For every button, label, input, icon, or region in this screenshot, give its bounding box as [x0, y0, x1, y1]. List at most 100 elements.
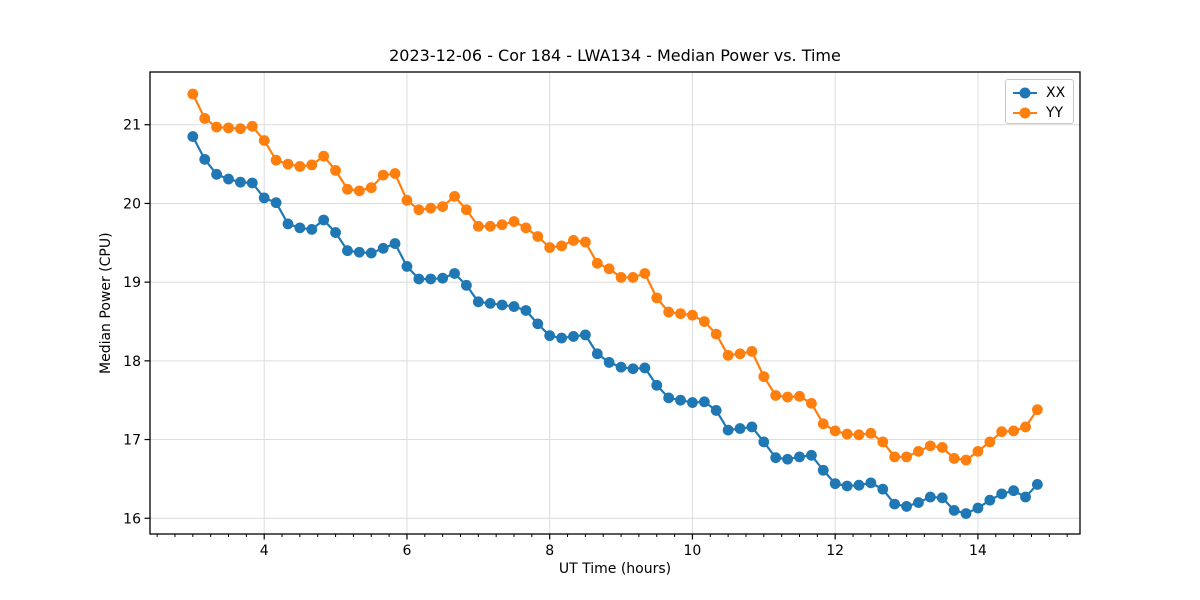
series-yy-marker: [615, 272, 627, 283]
series-yy-marker: [710, 328, 722, 340]
series-xx-marker: [853, 479, 865, 491]
series-xx-marker: [996, 488, 1008, 500]
x-tick-label: 12: [826, 543, 844, 559]
series-xx-marker: [306, 224, 318, 235]
series-yy-line: [191, 92, 1039, 462]
legend-label-yy: YY: [1046, 105, 1064, 121]
series-yy-marker: [722, 349, 734, 361]
series-yy-marker: [199, 113, 211, 124]
series-xx-marker: [936, 492, 948, 504]
y-tick-label: 16: [123, 511, 141, 527]
series-xx-marker: [413, 273, 425, 285]
x-tick-label: 14: [969, 543, 987, 559]
series-xx-marker: [960, 508, 972, 519]
series-yy-marker: [841, 428, 853, 440]
series-xx-marker: [651, 379, 663, 391]
series-yy-marker: [627, 272, 639, 283]
legend-marker-icon: [1019, 87, 1031, 99]
legend-line-sample-xx: [1013, 87, 1037, 99]
series-yy-marker: [246, 120, 258, 132]
series-xx-marker: [615, 361, 627, 373]
series-yy-marker: [294, 161, 306, 172]
series-xx-marker: [794, 451, 805, 463]
series-xx-marker: [508, 301, 520, 312]
series-xx-marker: [187, 131, 199, 142]
series-xx-marker: [924, 491, 936, 503]
series-yy-marker: [579, 236, 591, 248]
series-xx-marker: [353, 246, 365, 258]
y-tick-label: 19: [123, 275, 141, 291]
series-xx-marker: [461, 279, 472, 291]
series-yy-marker: [472, 220, 484, 232]
series-xx-marker: [591, 348, 603, 360]
series-xx-marker: [663, 392, 675, 404]
series-yy-marker: [806, 397, 817, 409]
series-xx-marker: [687, 397, 698, 408]
series-xx-marker: [734, 423, 746, 434]
series-xx-marker: [829, 478, 841, 490]
series-xx-marker: [770, 452, 782, 464]
series-yy-marker: [829, 425, 841, 437]
series-xx-marker: [722, 424, 734, 436]
series-xx-marker: [568, 331, 579, 342]
series-xx-marker: [377, 242, 389, 254]
series-xx-marker: [211, 168, 222, 180]
series-xx-marker: [246, 177, 258, 189]
legend: XX YY: [1005, 79, 1074, 124]
series-yy-marker: [603, 263, 615, 275]
series-xx-marker: [520, 305, 532, 316]
series-yy-marker: [461, 204, 472, 216]
series-yy-marker: [413, 204, 425, 216]
series-yy-marker: [758, 371, 770, 382]
series-xx-marker: [806, 449, 817, 461]
series-yy-marker: [794, 390, 805, 402]
series-yy-marker: [377, 169, 389, 181]
series-xx-marker: [532, 318, 544, 330]
series-xx-marker: [901, 501, 912, 512]
series-xx-marker: [484, 297, 496, 309]
series-xx-marker: [437, 272, 449, 284]
series-xx-marker: [223, 173, 234, 185]
legend-label-xx: XX: [1046, 85, 1066, 101]
series-xx-marker: [389, 238, 401, 249]
series-yy-marker: [972, 445, 984, 457]
series-yy-marker: [770, 390, 782, 401]
series-yy-marker: [948, 453, 960, 464]
series-yy-marker: [353, 185, 365, 197]
series-xx-marker: [675, 394, 686, 406]
legend-marker-icon: [1019, 107, 1031, 119]
series-yy-marker: [306, 159, 318, 171]
x-tick-label: 10: [684, 543, 702, 559]
series-yy-marker: [342, 183, 353, 195]
series-xx-marker: [841, 480, 853, 492]
series-xx-marker: [913, 497, 924, 508]
x-tick-label: 6: [402, 543, 411, 559]
series-xx-marker: [782, 453, 793, 465]
series-yy-marker: [901, 451, 912, 463]
series-yy-marker: [187, 88, 199, 100]
series-yy-marker: [1008, 425, 1020, 437]
x-axis-label: UT Time (hours): [558, 561, 672, 577]
series-yy-marker: [330, 164, 341, 176]
series-yy-marker: [889, 451, 901, 463]
legend-entry-yy: YY: [1013, 103, 1073, 123]
series-yy-marker: [449, 190, 460, 202]
series-xx-marker: [948, 504, 960, 516]
series-yy-marker: [556, 240, 568, 252]
series-xx-marker: [318, 214, 330, 226]
series-xx-marker: [1031, 479, 1043, 490]
series-yy-marker: [270, 154, 282, 166]
series-yy-marker: [817, 418, 829, 430]
series-xx-marker: [544, 330, 556, 342]
series-yy-marker: [996, 426, 1008, 438]
series-xx-marker: [294, 222, 306, 234]
series-xx-marker: [472, 296, 484, 308]
series-yy-marker: [568, 235, 579, 246]
series-yy-marker: [639, 268, 651, 279]
series-yy-marker: [913, 445, 924, 457]
series-xx-marker: [282, 218, 294, 230]
series-yy-marker: [936, 442, 948, 453]
axes-spines: [149, 71, 1081, 535]
